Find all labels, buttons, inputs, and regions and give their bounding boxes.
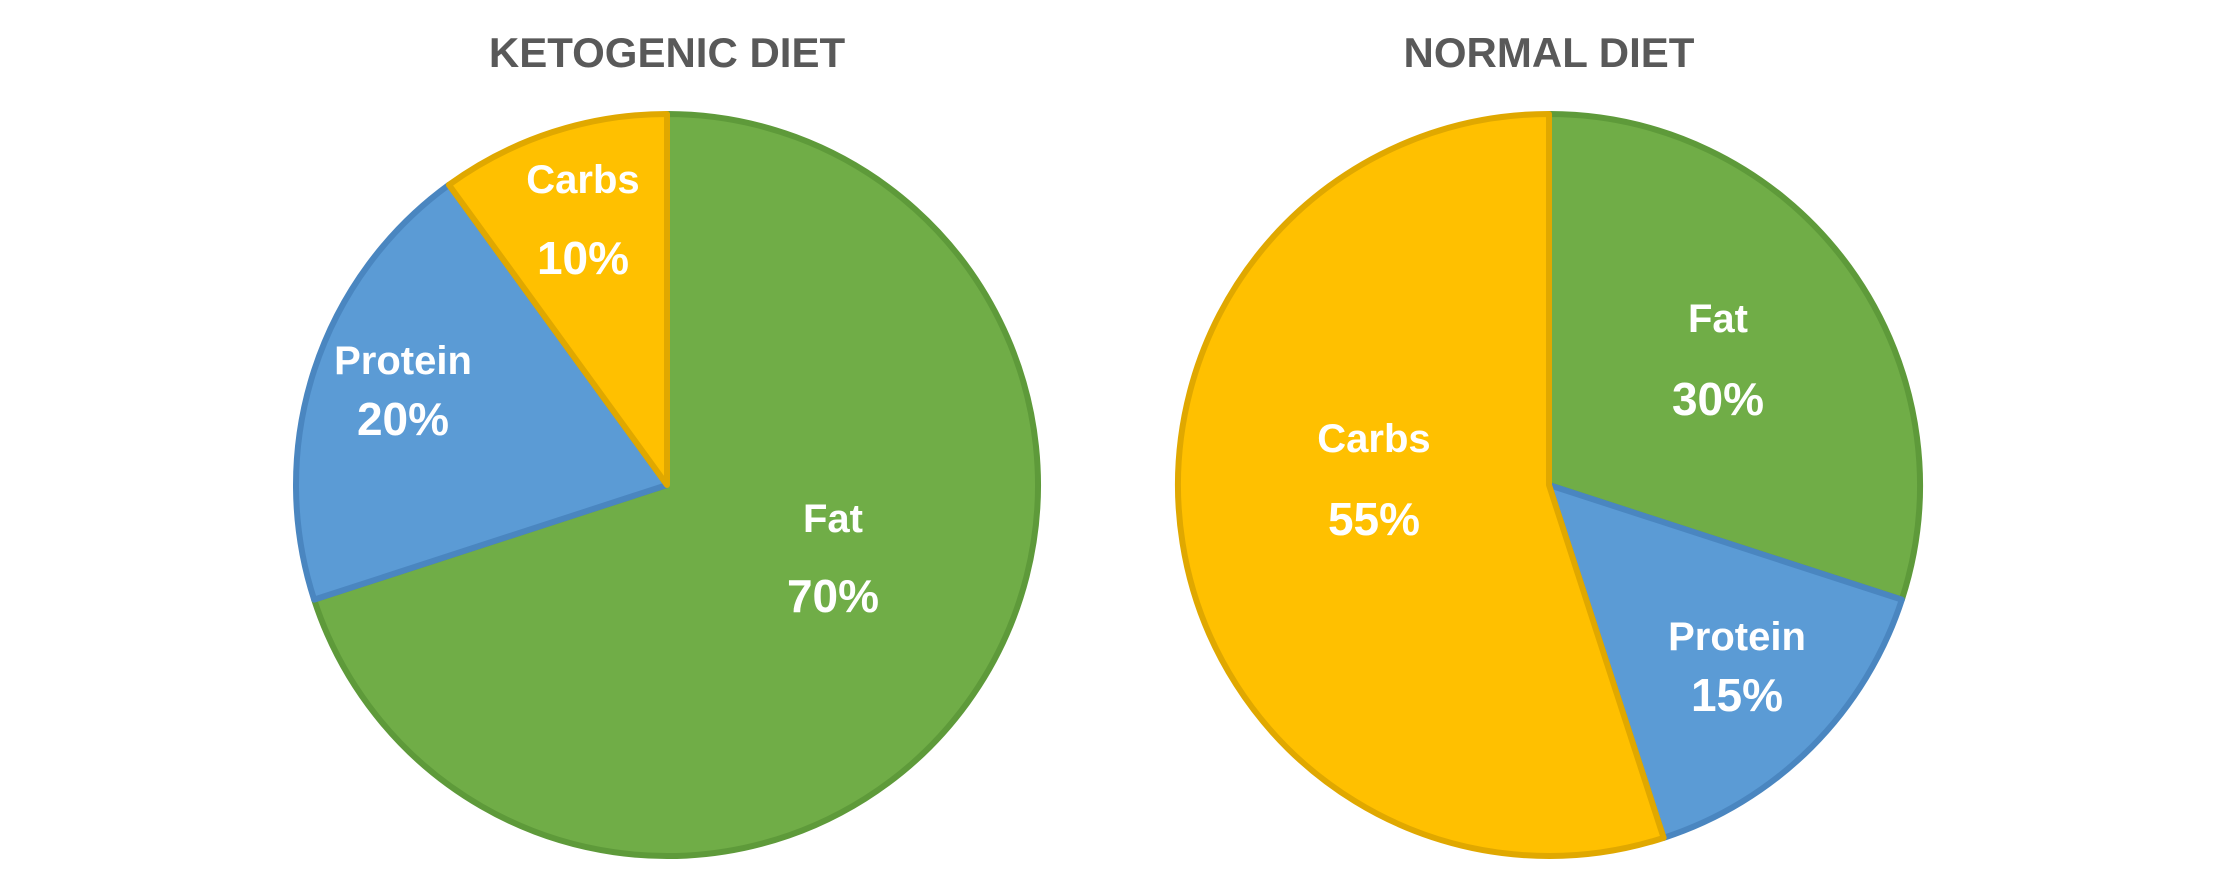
slice-label-protein: Protein bbox=[334, 339, 472, 383]
slice-value-fat: 70% bbox=[787, 570, 879, 622]
slice-value-protein: 15% bbox=[1691, 669, 1783, 721]
pie-chart-ketogenic: KETOGENIC DIET Fat 70% Protein 20% Carbs 10% bbox=[293, 29, 1041, 859]
slice-label-fat: Fat bbox=[803, 497, 863, 541]
pie-slice-fat bbox=[1546, 111, 1923, 603]
chart-title: KETOGENIC DIET bbox=[489, 29, 846, 76]
slice-value-carbs: 55% bbox=[1328, 493, 1420, 545]
pie-slice-fat bbox=[311, 111, 1041, 859]
slice-value-protein: 20% bbox=[357, 393, 449, 445]
pie-slice-protein bbox=[293, 181, 670, 603]
pie-chart-normal: NORMAL DIET Fat 30% Protein 15% Carbs 55% bbox=[1175, 29, 1923, 859]
slice-value-carbs: 10% bbox=[537, 232, 629, 284]
pie-slice-carbs bbox=[445, 111, 670, 488]
slice-label-protein: Protein bbox=[1668, 615, 1806, 659]
slice-label-carbs: Carbs bbox=[1317, 417, 1430, 461]
pie-slice-carbs bbox=[1175, 111, 1667, 859]
slice-label-carbs: Carbs bbox=[526, 158, 639, 202]
slice-value-fat: 30% bbox=[1672, 373, 1764, 425]
chart-title: NORMAL DIET bbox=[1404, 29, 1695, 76]
slice-label-fat: Fat bbox=[1688, 297, 1748, 341]
